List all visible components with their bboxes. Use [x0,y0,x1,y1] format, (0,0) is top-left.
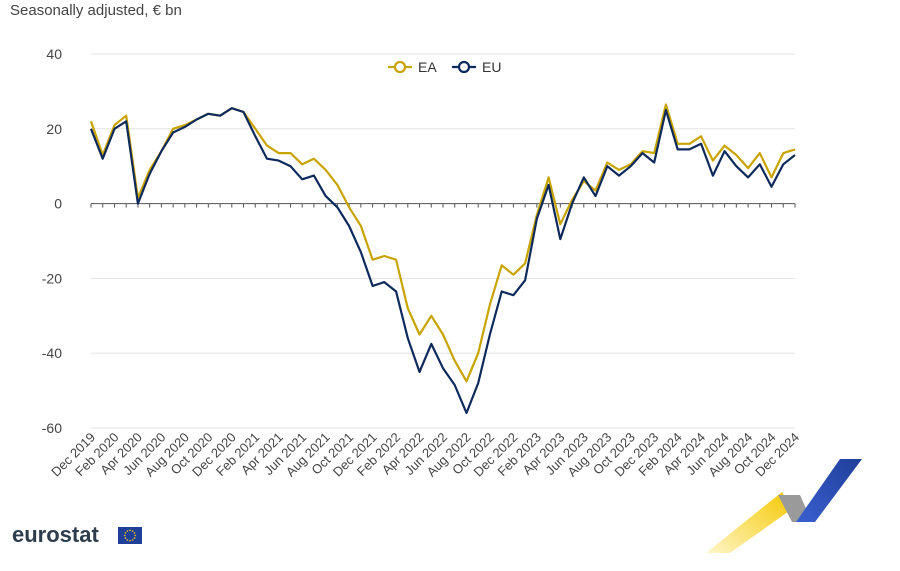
flag-star [124,532,127,534]
series-line-eu [89,107,796,415]
flag-star [129,529,131,532]
flag-star [124,534,126,537]
flag-star [134,534,136,537]
brand-yellow-stripe [706,492,792,553]
flag-star [131,530,134,532]
y-tick-label: 20 [46,121,62,137]
flag-star [131,539,134,541]
legend-label-eu: EU [482,59,501,75]
y-tick-label: 0 [54,196,62,212]
brand-graphic [706,459,862,553]
chart-subtitle: Seasonally adjusted, € bn [10,2,182,19]
flag-star [126,539,129,541]
grid-lines [91,53,795,429]
flag-star [133,532,136,534]
series-lines [89,103,796,415]
y-tick-label: -20 [42,270,62,286]
eurostat-logo-text: eurostat [12,522,99,547]
flag-star [126,530,129,532]
legend: EA EU [388,59,501,75]
legend-marker-eu [457,60,471,74]
series-line-ea [89,103,796,383]
legend-label-ea: EA [418,59,437,75]
y-tick-label: -60 [42,420,62,436]
y-tick-label: 40 [46,46,62,62]
flag-star [124,537,127,539]
y-tick-label: -40 [42,345,62,361]
flag-star [133,537,136,539]
eu-flag-icon [118,527,142,544]
brand-blue-stripe [796,459,862,522]
legend-marker-ea [393,60,407,74]
flag-star [129,539,131,542]
